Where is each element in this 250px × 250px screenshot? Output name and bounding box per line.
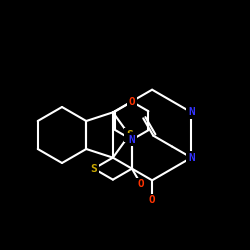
Text: S: S xyxy=(90,164,97,174)
Text: O: O xyxy=(128,97,135,107)
Text: O: O xyxy=(138,179,144,189)
Text: N: N xyxy=(188,153,195,163)
Text: O: O xyxy=(149,195,156,205)
Text: S: S xyxy=(126,130,133,140)
Text: N: N xyxy=(188,107,195,117)
Text: N: N xyxy=(128,135,135,145)
